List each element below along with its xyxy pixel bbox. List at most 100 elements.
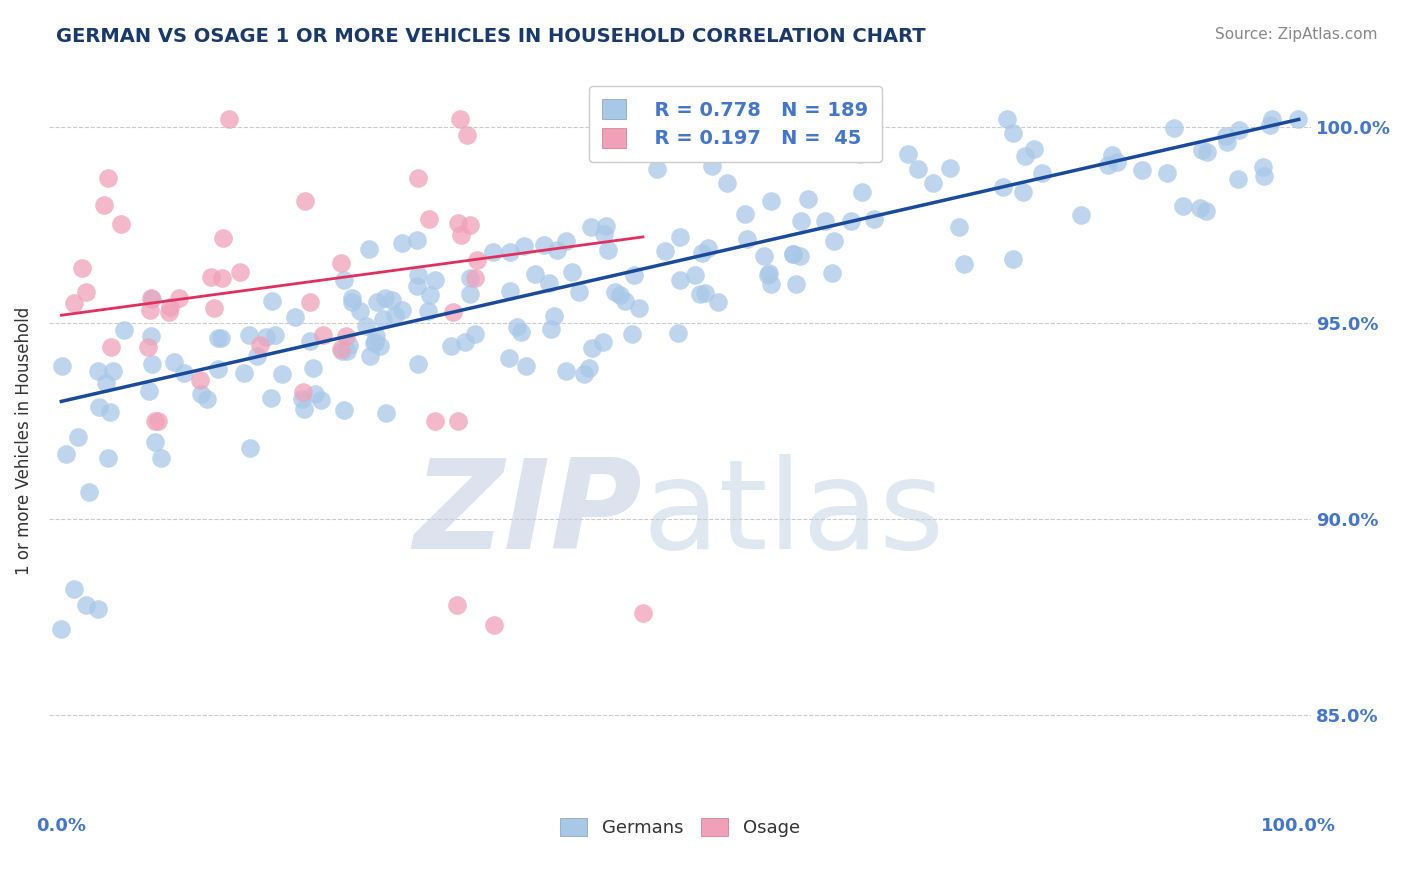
Point xyxy=(734,207,756,221)
Point xyxy=(1012,185,1035,199)
Point xyxy=(851,185,873,199)
Point xyxy=(55,447,77,461)
Point xyxy=(1227,171,1250,186)
Point xyxy=(666,326,689,340)
Point xyxy=(391,235,413,250)
Point xyxy=(440,339,463,353)
Point xyxy=(357,242,380,256)
Point xyxy=(499,284,522,298)
Point xyxy=(51,359,73,373)
Point xyxy=(336,344,359,359)
Point xyxy=(207,362,229,376)
Point xyxy=(505,319,527,334)
Point xyxy=(568,285,591,299)
Point xyxy=(212,231,235,245)
Point xyxy=(447,216,470,230)
Point xyxy=(759,277,782,291)
Point xyxy=(139,291,162,305)
Point xyxy=(138,384,160,398)
Point xyxy=(574,367,596,381)
Point xyxy=(782,246,804,260)
Point xyxy=(163,354,186,368)
Point xyxy=(332,273,354,287)
Point xyxy=(406,268,429,282)
Point xyxy=(1173,199,1195,213)
Point xyxy=(356,319,378,334)
Text: Source: ZipAtlas.com: Source: ZipAtlas.com xyxy=(1215,27,1378,42)
Point xyxy=(458,287,481,301)
Point xyxy=(609,288,631,302)
Point xyxy=(446,598,468,612)
Point xyxy=(540,321,562,335)
Point xyxy=(1251,160,1274,174)
Point xyxy=(304,387,326,401)
Point xyxy=(368,339,391,353)
Point xyxy=(782,247,804,261)
Point xyxy=(62,582,84,597)
Point xyxy=(1014,148,1036,162)
Point xyxy=(1163,121,1185,136)
Point xyxy=(260,294,283,309)
Point xyxy=(309,393,332,408)
Point xyxy=(458,271,481,285)
Point xyxy=(366,294,388,309)
Point xyxy=(707,295,730,310)
Point xyxy=(785,277,807,291)
Point xyxy=(100,340,122,354)
Point xyxy=(849,147,872,161)
Point xyxy=(482,244,505,259)
Point xyxy=(716,176,738,190)
Point xyxy=(669,230,692,244)
Point xyxy=(136,340,159,354)
Point xyxy=(592,335,614,350)
Point xyxy=(363,336,385,351)
Point xyxy=(62,296,84,310)
Point xyxy=(97,451,120,466)
Point xyxy=(157,305,180,319)
Point xyxy=(312,328,335,343)
Point xyxy=(533,238,555,252)
Point xyxy=(173,366,195,380)
Text: atlas: atlas xyxy=(643,454,945,575)
Point xyxy=(112,323,135,337)
Point xyxy=(939,161,962,175)
Point xyxy=(260,391,283,405)
Point xyxy=(406,233,429,247)
Point xyxy=(758,266,780,280)
Point xyxy=(332,403,354,417)
Point xyxy=(689,286,711,301)
Point xyxy=(789,249,811,263)
Point xyxy=(1001,126,1024,140)
Point xyxy=(814,214,837,228)
Point xyxy=(464,271,486,285)
Point xyxy=(953,257,976,271)
Point xyxy=(364,335,387,350)
Point xyxy=(897,147,920,161)
Point xyxy=(103,364,125,378)
Point xyxy=(419,288,441,302)
Point xyxy=(302,361,325,376)
Point xyxy=(100,405,122,419)
Point xyxy=(299,294,322,309)
Point xyxy=(423,414,446,428)
Point xyxy=(233,366,256,380)
Point xyxy=(141,292,163,306)
Point xyxy=(72,260,94,275)
Point xyxy=(384,309,406,323)
Point xyxy=(554,364,576,378)
Point xyxy=(579,220,602,235)
Point xyxy=(538,277,561,291)
Point xyxy=(139,329,162,343)
Point xyxy=(239,442,262,456)
Point xyxy=(797,192,820,206)
Point xyxy=(1101,148,1123,162)
Point xyxy=(823,234,845,248)
Point xyxy=(195,392,218,406)
Point xyxy=(77,484,100,499)
Point xyxy=(75,285,97,299)
Point xyxy=(654,244,676,258)
Point xyxy=(238,328,260,343)
Point xyxy=(299,334,322,348)
Point xyxy=(1070,208,1092,222)
Point xyxy=(366,328,388,343)
